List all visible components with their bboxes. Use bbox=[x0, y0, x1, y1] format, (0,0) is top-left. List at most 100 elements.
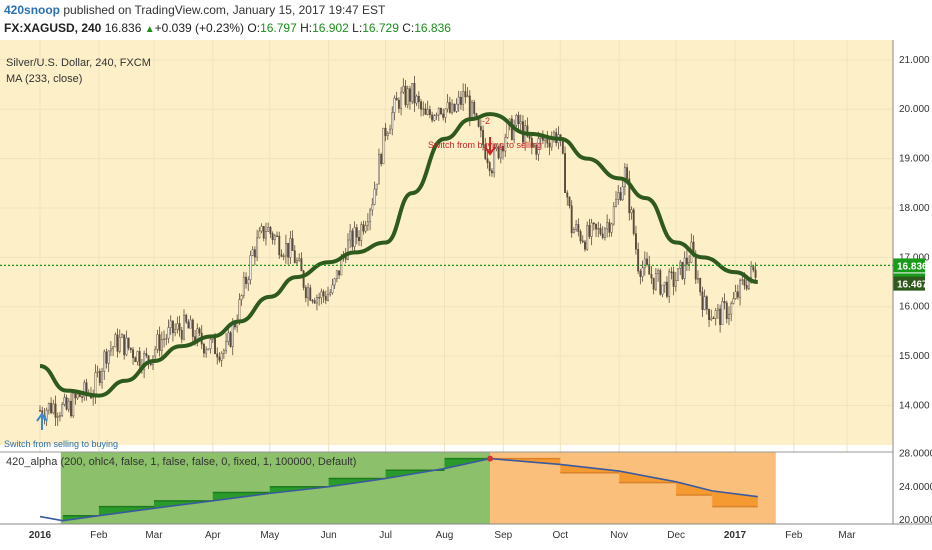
indicator-tick-label: 28.0000 bbox=[899, 449, 932, 460]
candle bbox=[402, 78, 405, 95]
candle bbox=[389, 124, 391, 134]
candle bbox=[426, 100, 429, 116]
time-tick-label: Feb bbox=[90, 530, 108, 541]
candle bbox=[515, 113, 518, 127]
candle bbox=[592, 221, 595, 231]
candle bbox=[220, 351, 223, 367]
time-tick-label: Sep bbox=[494, 530, 512, 541]
time-tick-label: 2017 bbox=[724, 530, 747, 541]
time-tick-label: Mar bbox=[145, 530, 163, 541]
candle bbox=[180, 327, 183, 344]
candle bbox=[267, 222, 270, 232]
candle bbox=[406, 85, 409, 109]
candle bbox=[375, 183, 378, 196]
candle bbox=[296, 257, 298, 266]
candle bbox=[471, 99, 473, 119]
candle bbox=[610, 222, 613, 237]
candle bbox=[495, 143, 498, 152]
candle bbox=[479, 119, 482, 138]
candle bbox=[322, 289, 325, 303]
candle bbox=[54, 395, 57, 426]
candle bbox=[318, 292, 321, 306]
sell-zone bbox=[490, 452, 776, 524]
price-tick-label: 19.000 bbox=[899, 154, 930, 165]
candle bbox=[674, 272, 677, 292]
candle bbox=[417, 91, 420, 109]
candle bbox=[320, 288, 323, 305]
candle bbox=[280, 249, 283, 258]
last-price-tag-text: 16.836 bbox=[897, 261, 928, 272]
ma-value-tag-text: 16.467 bbox=[897, 280, 928, 291]
candle bbox=[400, 86, 403, 116]
candle bbox=[353, 221, 356, 255]
candle bbox=[634, 225, 637, 255]
candle bbox=[564, 146, 566, 193]
candle bbox=[225, 333, 228, 354]
time-tick-label: Jun bbox=[321, 530, 337, 541]
candle bbox=[107, 350, 110, 373]
open-label: O: bbox=[247, 21, 261, 35]
candle bbox=[490, 168, 493, 177]
high-value: 16.902 bbox=[312, 21, 349, 35]
candle bbox=[499, 143, 502, 164]
candle bbox=[728, 306, 730, 326]
candle bbox=[657, 268, 660, 282]
candle bbox=[282, 253, 285, 261]
candle bbox=[165, 333, 168, 346]
candle bbox=[123, 334, 126, 360]
indicator-axis[interactable]: 20.0000 24.0000 28.0000 bbox=[899, 449, 932, 526]
price-axis[interactable]: 14.000 15.000 16.000 17.000 18.000 19.000 20.0… bbox=[899, 55, 930, 412]
time-axis[interactable]: 2016 Feb Mar Apr May Jun Jul Aug Sep Oct Nov Dec 201… bbox=[29, 530, 856, 541]
candle bbox=[685, 250, 688, 271]
candle bbox=[661, 284, 664, 298]
candle bbox=[116, 328, 119, 358]
high-label: H: bbox=[300, 21, 313, 35]
candle bbox=[581, 235, 584, 244]
candle bbox=[639, 268, 642, 285]
candle bbox=[597, 221, 600, 238]
candle bbox=[287, 242, 290, 265]
candle bbox=[612, 201, 615, 226]
candle bbox=[156, 329, 159, 354]
candle bbox=[349, 223, 352, 249]
candle bbox=[67, 398, 70, 413]
indicator-flip-marker bbox=[487, 455, 494, 462]
candle bbox=[158, 326, 161, 357]
main-pane[interactable] bbox=[0, 40, 893, 445]
candle bbox=[473, 99, 476, 120]
candle bbox=[488, 160, 491, 177]
candle bbox=[752, 265, 755, 273]
ma-value-tag bbox=[893, 276, 925, 291]
publish-info: published on TradingView.com, January 15… bbox=[63, 3, 386, 17]
low-label: L: bbox=[352, 21, 363, 35]
candle bbox=[577, 218, 580, 237]
candle bbox=[672, 266, 675, 296]
candle bbox=[646, 252, 648, 267]
candle bbox=[590, 218, 593, 246]
author-link[interactable]: 420snoop bbox=[4, 3, 61, 17]
candle bbox=[701, 286, 704, 317]
candle bbox=[269, 225, 272, 238]
candle bbox=[98, 368, 101, 386]
candle bbox=[251, 246, 254, 257]
candle bbox=[109, 341, 112, 357]
candle bbox=[705, 295, 708, 315]
candle bbox=[734, 284, 737, 300]
candle bbox=[619, 187, 622, 202]
candle bbox=[293, 245, 296, 264]
candle bbox=[601, 226, 604, 240]
candle bbox=[393, 95, 396, 121]
chart-area[interactable]: 14.000 15.000 16.000 17.000 18.000 19.000 20.0… bbox=[0, 40, 932, 550]
candle bbox=[448, 96, 451, 114]
candle bbox=[39, 405, 41, 412]
candle bbox=[446, 93, 449, 113]
candle bbox=[289, 230, 292, 264]
indicator-pane[interactable] bbox=[0, 451, 893, 524]
candle bbox=[712, 316, 715, 320]
candle bbox=[442, 108, 445, 121]
time-tick-label: Mar bbox=[838, 530, 856, 541]
candle bbox=[395, 91, 398, 101]
candle bbox=[355, 224, 358, 245]
price-tick-label: 21.000 bbox=[899, 55, 930, 66]
candle bbox=[621, 180, 624, 201]
